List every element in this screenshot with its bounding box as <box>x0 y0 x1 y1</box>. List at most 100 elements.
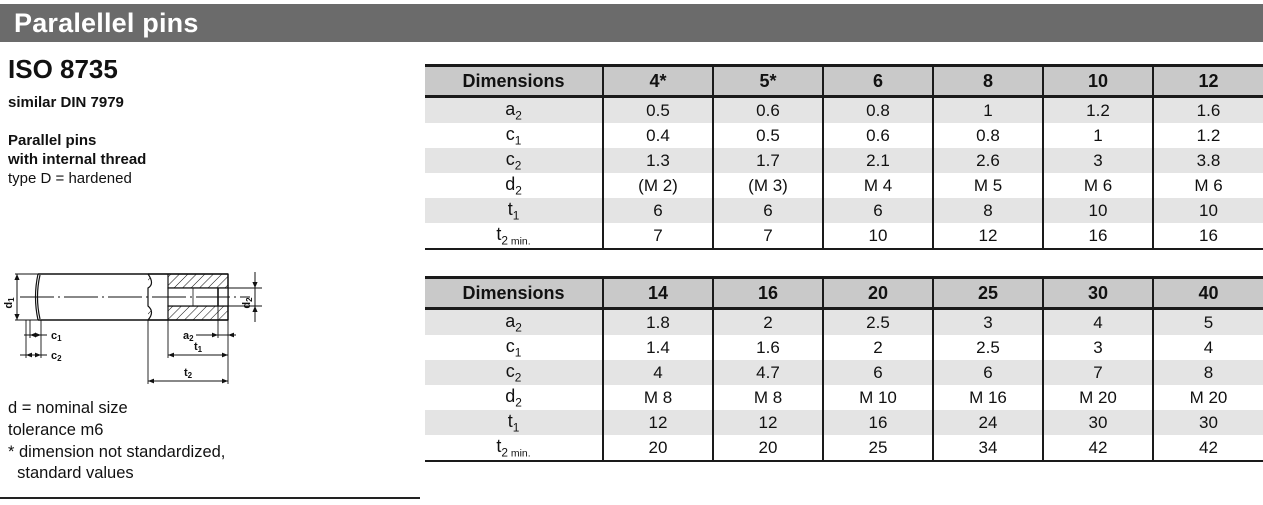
table-cell: 12 <box>933 223 1044 249</box>
column-header-size: 6 <box>823 65 934 98</box>
bottom-divider <box>0 497 420 499</box>
tbl1-head: Dimensions 4* 5* 6 8 10 12 <box>425 65 1263 98</box>
table-cell: 4 <box>1043 308 1154 335</box>
table-row: a2 0.5 0.6 0.8 1 1.2 1.6 <box>425 96 1263 123</box>
table-cell: 6 <box>823 198 934 223</box>
svg-text:t2: t2 <box>184 367 193 380</box>
table-cell: 42 <box>1153 435 1263 461</box>
column-header-size: 4* <box>603 65 714 98</box>
column-header-size: 40 <box>1153 277 1263 310</box>
tbl1-header-row: Dimensions 4* 5* 6 8 10 12 <box>425 65 1263 98</box>
table-cell: 4.7 <box>713 360 824 385</box>
row-label-t1: t1 <box>425 410 604 435</box>
dimensions-table-1: Dimensions 4* 5* 6 8 10 12 a2 0.5 0.6 0.8 1 1.2 1.6 c… <box>425 64 1263 250</box>
table-cell: 3.8 <box>1153 148 1263 173</box>
table-cell: 6 <box>603 198 714 223</box>
table-cell: (M 3) <box>713 173 824 198</box>
table-cell: (M 2) <box>603 173 714 198</box>
table-cell: 30 <box>1153 410 1263 435</box>
table-cell: 16 <box>823 410 934 435</box>
table-cell: 5 <box>1153 308 1263 335</box>
table-cell: 4 <box>603 360 714 385</box>
table-cell: 2.6 <box>933 148 1044 173</box>
table-cell: M 8 <box>713 385 824 410</box>
dimension-d1: d1 <box>3 273 48 321</box>
dimension-a2: a2 <box>183 306 236 343</box>
svg-text:d2: d2 <box>241 297 254 309</box>
tbl2-head: Dimensions 14 16 20 25 30 40 <box>425 277 1263 310</box>
table-cell: 20 <box>713 435 824 461</box>
dimensions-table-2: Dimensions 14 16 20 25 30 40 a2 1.8 2 2.5 3 4 5 c1 1.4… <box>425 276 1263 462</box>
table-row: t2 min. 20 20 25 34 42 42 <box>425 435 1263 461</box>
table-cell: 2 <box>713 308 824 335</box>
table-cell: 1.2 <box>1153 123 1263 148</box>
table-cell: 1.6 <box>713 335 824 360</box>
table-cell: 10 <box>1043 198 1154 223</box>
table-cell: 8 <box>1153 360 1263 385</box>
table-cell: 3 <box>933 308 1044 335</box>
table-cell: 7 <box>603 223 714 249</box>
table-cell: 6 <box>713 198 824 223</box>
table-cell: M 6 <box>1153 173 1263 198</box>
table-cell: 0.6 <box>713 96 824 123</box>
column-header-dimensions: Dimensions <box>425 65 604 98</box>
table-cell: 12 <box>603 410 714 435</box>
table-cell: M 10 <box>823 385 934 410</box>
table-cell: 0.5 <box>713 123 824 148</box>
dimensions-table-1-wrapper: Dimensions 4* 5* 6 8 10 12 a2 0.5 0.6 0.8 1 1.2 1.6 c… <box>425 64 1263 250</box>
page-banner: Paralellel pins <box>0 4 1263 42</box>
table-cell: 6 <box>933 360 1044 385</box>
dimensions-table-2-wrapper: Dimensions 14 16 20 25 30 40 a2 1.8 2 2.5 3 4 5 c1 1.4… <box>425 276 1263 462</box>
tbl1-body: a2 0.5 0.6 0.8 1 1.2 1.6 c1 0.4 0.5 0.6 0.8 1 1.2 c2 1.… <box>425 96 1263 249</box>
table-row: c1 1.4 1.6 2 2.5 3 4 <box>425 335 1263 360</box>
column-header-dimensions: Dimensions <box>425 277 604 310</box>
dimension-t1: t1 <box>167 306 229 358</box>
column-header-size: 10 <box>1043 65 1154 98</box>
footnote-asterisk-2: standard values <box>8 464 134 483</box>
table-row: t1 6 6 6 8 10 10 <box>425 198 1263 223</box>
product-desc-line-2: with internal thread <box>8 150 147 168</box>
table-cell: 0.4 <box>603 123 714 148</box>
table-cell: 10 <box>823 223 934 249</box>
table-cell: 0.8 <box>933 123 1044 148</box>
table-cell: 16 <box>1153 223 1263 249</box>
pin-technical-drawing: d1 d2 c1 c2 <box>0 258 280 393</box>
tbl2-body: a2 1.8 2 2.5 3 4 5 c1 1.4 1.6 2 2.5 3 4 c2 4 4.7 6 6 7 8 d2 M … <box>425 308 1263 461</box>
table-cell: 3 <box>1043 335 1154 360</box>
footnote-tolerance: tolerance m6 <box>8 420 104 439</box>
table-cell: 1.6 <box>1153 96 1263 123</box>
column-header-size: 14 <box>603 277 714 310</box>
table-cell: 20 <box>603 435 714 461</box>
table-cell: M 4 <box>823 173 934 198</box>
column-header-size: 20 <box>823 277 934 310</box>
table-cell: 8 <box>933 198 1044 223</box>
dimension-d2: d2 <box>228 272 262 322</box>
tbl2-header-row: Dimensions 14 16 20 25 30 40 <box>425 277 1263 310</box>
row-label-d2: d2 <box>425 173 604 198</box>
table-cell: 0.8 <box>823 96 934 123</box>
standard-number: ISO 8735 <box>8 54 118 84</box>
table-cell: 1.2 <box>1043 96 1154 123</box>
table-row: c1 0.4 0.5 0.6 0.8 1 1.2 <box>425 123 1263 148</box>
table-cell: 0.5 <box>603 96 714 123</box>
table-cell: 1.3 <box>603 148 714 173</box>
table-cell: 0.6 <box>823 123 934 148</box>
table-cell: M 5 <box>933 173 1044 198</box>
table-cell: 25 <box>823 435 934 461</box>
column-header-size: 25 <box>933 277 1044 310</box>
table-cell: 1.8 <box>603 308 714 335</box>
footnote-block: d = nominal size tolerance m6 * dimensio… <box>8 398 408 485</box>
table-cell: 2.1 <box>823 148 934 173</box>
product-desc-line-1: Parallel pins <box>8 131 97 149</box>
table-cell: 2.5 <box>933 335 1044 360</box>
dimension-t2: t2 <box>147 320 229 384</box>
table-cell: 10 <box>1153 198 1263 223</box>
similar-standard: similar DIN 7979 <box>8 93 124 111</box>
table-cell: 6 <box>823 360 934 385</box>
column-header-size: 12 <box>1153 65 1263 98</box>
column-header-size: 30 <box>1043 277 1154 310</box>
row-label-d2: d2 <box>425 385 604 410</box>
row-label-c1: c1 <box>425 123 604 148</box>
row-label-c2: c2 <box>425 360 604 385</box>
row-label-c2: c2 <box>425 148 604 173</box>
